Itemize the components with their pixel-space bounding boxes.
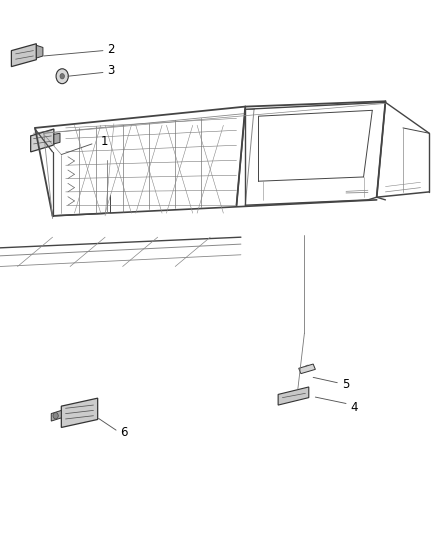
- Text: 2: 2: [107, 43, 115, 55]
- Polygon shape: [36, 45, 43, 58]
- Polygon shape: [61, 398, 98, 427]
- Polygon shape: [299, 364, 315, 374]
- Text: 3: 3: [107, 64, 115, 77]
- Text: 6: 6: [120, 426, 128, 439]
- Polygon shape: [51, 410, 61, 421]
- Polygon shape: [11, 44, 36, 67]
- Circle shape: [60, 74, 64, 79]
- Text: 5: 5: [342, 378, 349, 391]
- Polygon shape: [31, 129, 54, 152]
- Polygon shape: [278, 387, 309, 405]
- Circle shape: [56, 69, 68, 84]
- Text: 4: 4: [350, 401, 358, 414]
- Text: 1: 1: [101, 135, 108, 148]
- Circle shape: [53, 413, 58, 419]
- Polygon shape: [54, 133, 60, 144]
